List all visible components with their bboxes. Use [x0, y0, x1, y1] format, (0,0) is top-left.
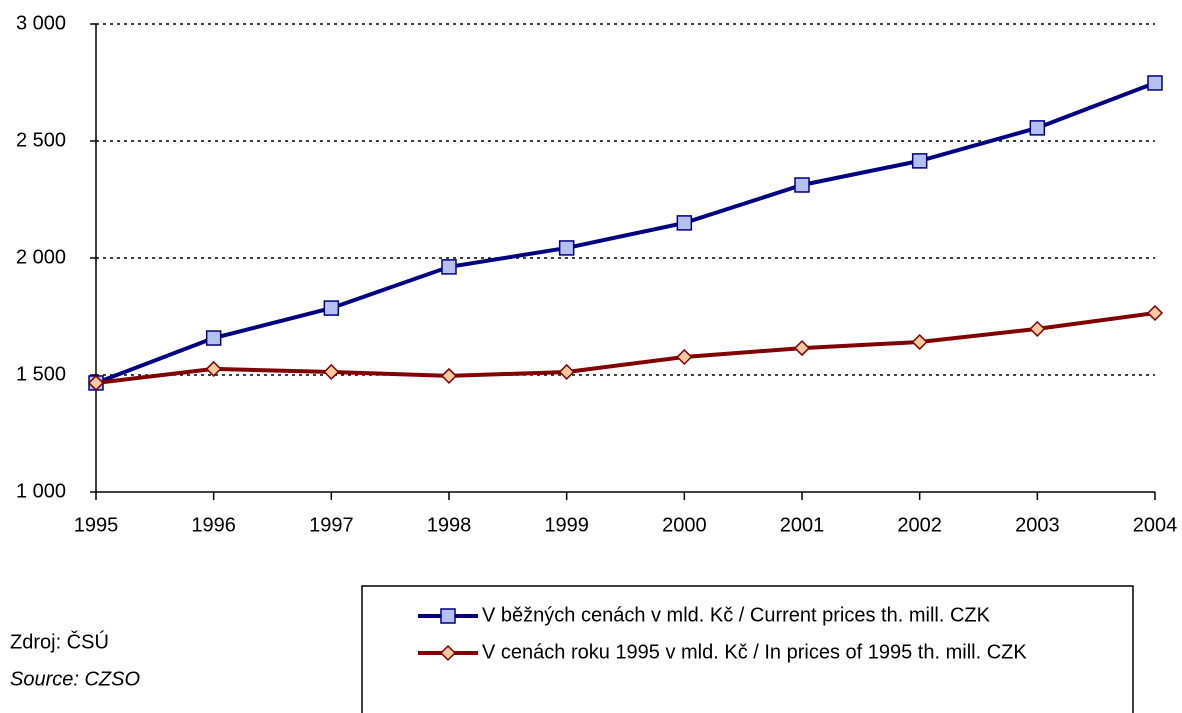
marker [1029, 320, 1046, 337]
marker [793, 340, 811, 357]
x-tick-label: 2000 [662, 514, 707, 536]
x-tick-label: 2001 [780, 514, 825, 536]
x-tick-label: 1999 [544, 514, 589, 536]
marker [1146, 304, 1164, 322]
marker [441, 259, 457, 275]
legend-label: V běžných cenách v mld. Kč / Current pri… [482, 604, 991, 626]
y-tick-label: 3 000 [16, 12, 66, 34]
marker [1029, 120, 1046, 136]
marker [676, 348, 693, 366]
x-tick-label: 1998 [427, 514, 472, 536]
marker [440, 608, 456, 624]
y-tick-label: 2 500 [16, 129, 66, 151]
marker [1147, 75, 1163, 91]
x-tick-label: 2003 [1015, 514, 1060, 536]
x-tick-label: 2002 [897, 514, 942, 536]
source-label-en: Source: CZSO [10, 668, 140, 690]
series-line [95, 311, 1156, 385]
marker [205, 330, 222, 346]
marker [323, 363, 340, 381]
y-tick-label: 1 500 [16, 363, 66, 385]
marker [440, 367, 458, 384]
source-label: Zdroj: ČSÚ [10, 630, 109, 653]
marker [794, 177, 810, 193]
marker [87, 374, 105, 392]
x-tick-label: 1996 [191, 514, 236, 536]
x-tick-label: 2004 [1133, 514, 1178, 536]
marker [439, 644, 457, 662]
marker [558, 363, 575, 381]
marker [323, 300, 340, 316]
x-tick-label: 1995 [74, 514, 119, 536]
marker [205, 360, 222, 377]
x-tick-label: 1997 [309, 514, 354, 536]
marker [911, 333, 928, 351]
legend-label: V cenách roku 1995 v mld. Kč / In prices… [482, 641, 1027, 663]
series-line [95, 81, 1156, 385]
marker [676, 215, 693, 231]
y-tick-label: 1 000 [16, 480, 66, 502]
legend-box [361, 585, 1134, 713]
marker [558, 240, 575, 256]
y-tick-label: 2 000 [16, 246, 66, 268]
marker [911, 153, 928, 169]
